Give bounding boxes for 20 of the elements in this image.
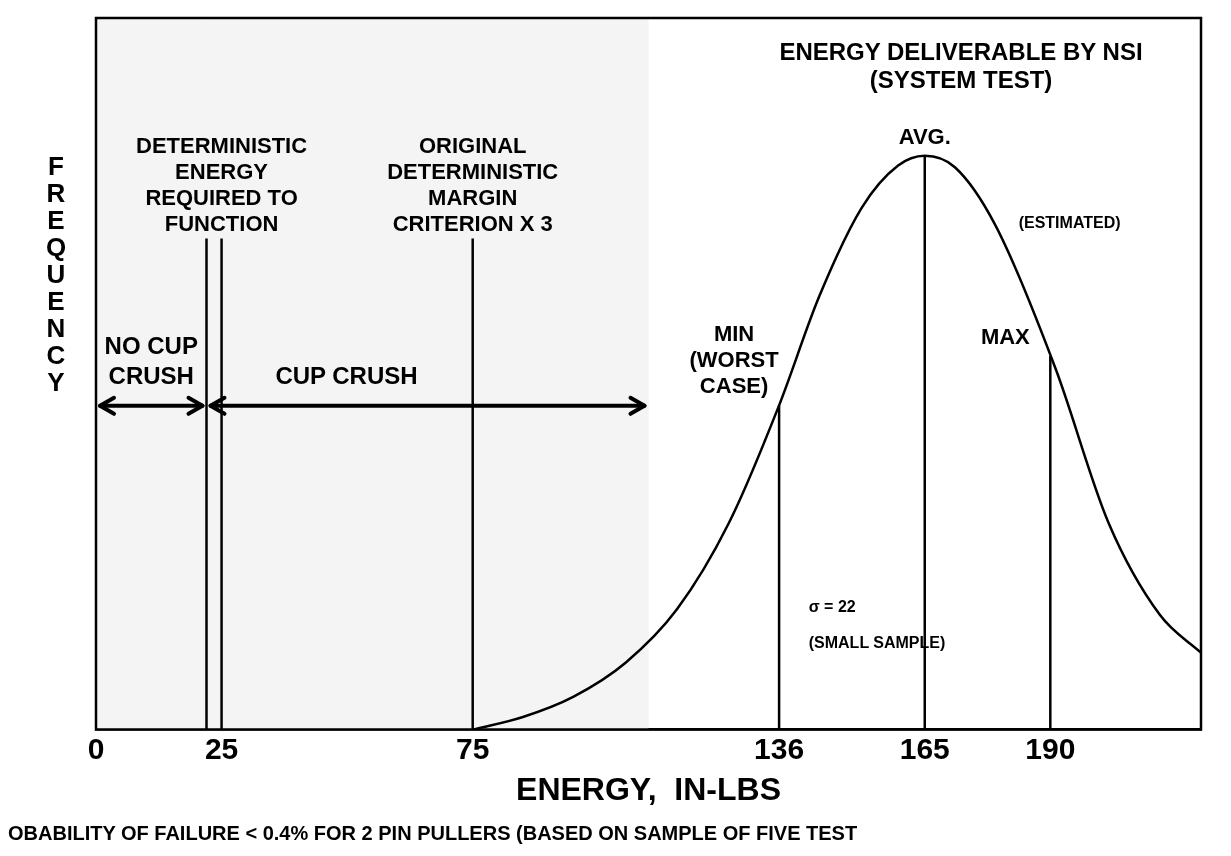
annotation: (ESTIMATED) <box>1018 213 1121 231</box>
x-tick-label: 75 <box>456 731 490 765</box>
band-label: NO CUP CRUSH <box>104 331 198 389</box>
x-tick-label: 0 <box>87 731 105 765</box>
text: FREQUENCY <box>45 150 67 397</box>
ref-line-label: MAX <box>980 324 1031 350</box>
ref-line-label: DETERMINISTIC ENERGY REQUIRED TO FUNCTION <box>136 132 308 236</box>
chart-title: ENERGY DELIVERABLE BY NSI <box>779 38 1143 65</box>
x-tick-label: 190 <box>1025 731 1076 765</box>
x-tick-label: 165 <box>899 731 950 765</box>
x-tick-label: 136 <box>754 731 805 765</box>
ref-line-label: AVG. <box>898 123 951 149</box>
ref-line-label: ORIGINAL DETERMINISTIC MARGIN CRITERION X 3 <box>387 132 559 236</box>
x-axis-title: ENERGY, IN-LBS <box>516 770 781 807</box>
annotation: σ = 22 <box>808 598 856 616</box>
text: OBABILITY OF FAILURE < 0.4% FOR 2 PIN PULLERS (BASED ON SAMPLE OF FIVE TEST <box>8 822 858 844</box>
ref-line-label: MIN (WORST CASE) <box>689 321 780 399</box>
x-tick-label: 25 <box>204 731 239 765</box>
band-label: CUP CRUSH <box>275 361 418 389</box>
chart-subtitle: (SYSTEM TEST) <box>869 66 1053 93</box>
